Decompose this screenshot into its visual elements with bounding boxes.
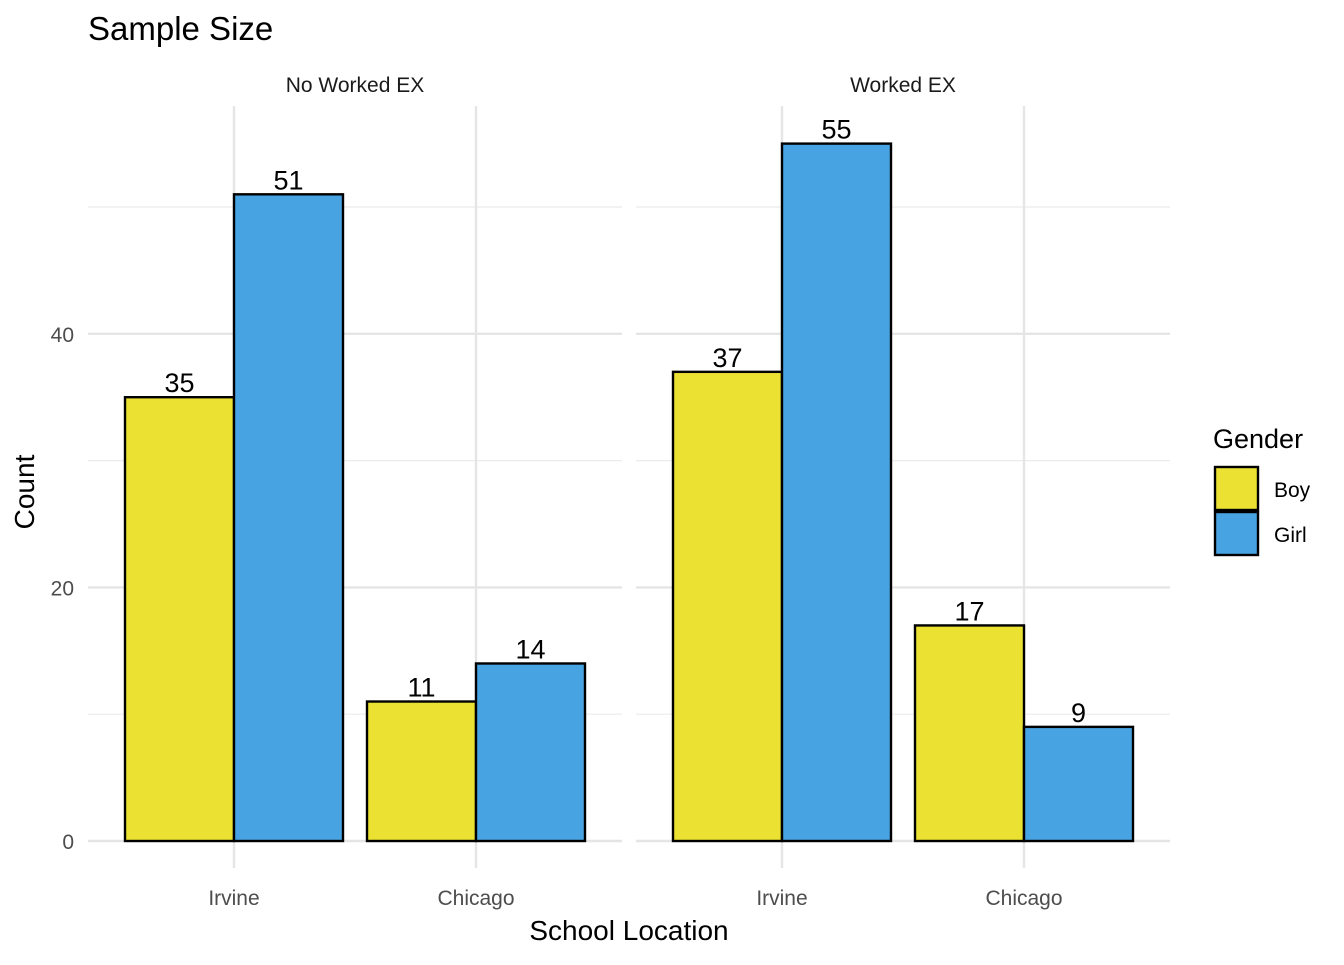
legend-label: Girl — [1274, 524, 1307, 547]
bar — [474, 662, 587, 843]
y-tick-label: 20 — [51, 577, 74, 600]
legend-label: Boy — [1274, 479, 1311, 502]
legend-key — [1213, 465, 1260, 512]
y-axis-label: Count — [9, 454, 40, 529]
chart-title: Sample Size — [88, 10, 273, 47]
data-label: 11 — [407, 673, 435, 703]
bar — [365, 700, 478, 843]
bar — [232, 193, 345, 843]
bar — [123, 396, 236, 843]
data-label: 51 — [273, 165, 303, 195]
legend: Gender Boy Girl — [1213, 424, 1311, 557]
x-tick-label: Chicago — [985, 887, 1062, 910]
facet-label: Worked EX — [850, 74, 956, 97]
x-tick-label: Chicago — [437, 887, 514, 910]
y-tick-label: 40 — [51, 324, 74, 347]
data-label: 37 — [712, 343, 742, 373]
facet-panel: Worked EX 37 55 Irvine 17 9 Chicago — [636, 74, 1170, 910]
x-axis-label: School Location — [529, 915, 728, 946]
facet-panel: No Worked EX 35 51 Irvine 11 14 Chicago — [88, 74, 622, 910]
facet-label: No Worked EX — [286, 74, 425, 97]
facet-panels: No Worked EX3551Irvine1114ChicagoWorked … — [88, 74, 1170, 910]
legend-key — [1213, 510, 1260, 557]
bar — [1022, 725, 1135, 843]
x-tick-label: Irvine — [208, 887, 259, 910]
bar — [913, 624, 1026, 843]
data-label: 55 — [821, 115, 851, 145]
data-label: 17 — [954, 596, 984, 626]
legend-title: Gender — [1213, 424, 1303, 454]
bar — [780, 142, 893, 843]
y-tick-label: 0 — [62, 831, 74, 854]
data-label: 35 — [164, 368, 194, 398]
data-label: 9 — [1071, 698, 1086, 728]
bar — [671, 370, 784, 843]
data-label: 14 — [515, 634, 545, 664]
x-tick-label: Irvine — [756, 887, 807, 910]
